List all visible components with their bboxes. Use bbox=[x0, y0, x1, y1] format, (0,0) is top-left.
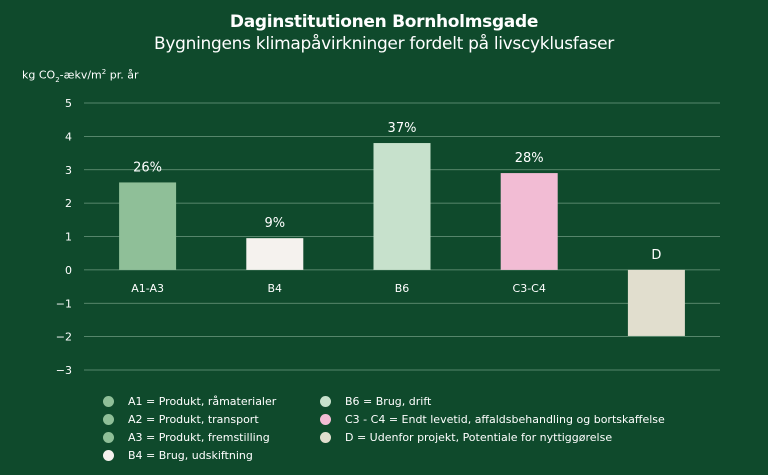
legend-item: D = Udenfor projekt, Potentiale for nytt… bbox=[320, 428, 665, 446]
legend-label: A2 = Produkt, transport bbox=[128, 412, 259, 426]
data-label: 37% bbox=[388, 121, 417, 136]
category-label: A1-A3 bbox=[131, 282, 164, 295]
chart-subtitle: Bygningens klimapåvirkninger fordelt på … bbox=[154, 34, 614, 54]
bars bbox=[119, 143, 685, 336]
y-tick-label: −2 bbox=[56, 331, 72, 344]
y-tick-label: −1 bbox=[56, 297, 72, 310]
y-tick-label: 4 bbox=[65, 130, 72, 143]
legend-label: A3 = Produkt, fremstilling bbox=[128, 430, 270, 444]
y-axis-label: kg CO2-ækv/m2 pr. år bbox=[22, 68, 139, 84]
legend-swatch bbox=[103, 395, 114, 407]
legend-swatch bbox=[320, 431, 331, 443]
bar-b6 bbox=[373, 143, 431, 270]
y-tick-label: 1 bbox=[65, 231, 72, 244]
legend-swatch bbox=[103, 449, 114, 461]
legend-swatch bbox=[103, 413, 114, 425]
legend-right: B6 = Brug, drift C3 - C4 = Endt levetid, … bbox=[320, 392, 665, 446]
category-label: B4 bbox=[268, 282, 283, 295]
category-label: B6 bbox=[395, 282, 410, 295]
legend-label: C3 - C4 = Endt levetid, affaldsbehandlin… bbox=[345, 412, 665, 426]
legend-item: C3 - C4 = Endt levetid, affaldsbehandlin… bbox=[320, 410, 665, 428]
data-label: 9% bbox=[264, 216, 285, 231]
legend-swatch bbox=[320, 395, 331, 407]
legend-item: B4 = Brug, udskiftning bbox=[103, 446, 276, 464]
legend-label: B6 = Brug, drift bbox=[345, 394, 432, 408]
y-tick-label: −3 bbox=[56, 364, 72, 377]
bar-b4 bbox=[246, 238, 304, 270]
bar-d bbox=[627, 269, 685, 336]
y-tick-label: 3 bbox=[65, 164, 72, 177]
legend-item: A3 = Produkt, fremstilling bbox=[103, 428, 276, 446]
bar-a1-a3 bbox=[119, 182, 177, 270]
legend-label: B4 = Brug, udskiftning bbox=[128, 448, 253, 462]
y-tick-labels: 5 4 3 2 1 0 −1 −2 −3 bbox=[56, 97, 72, 377]
bar-c3-c4 bbox=[500, 173, 558, 270]
chart-title: Daginstitutionen Bornholmsgade bbox=[229, 12, 539, 32]
category-labels: A1-A3 B4 B6 C3-C4 bbox=[131, 282, 546, 295]
legend-swatch bbox=[320, 413, 331, 425]
legend-item: A1 = Produkt, råmaterialer bbox=[103, 392, 276, 410]
data-label: 28% bbox=[515, 151, 544, 166]
legend-label: D = Udenfor projekt, Potentiale for nytt… bbox=[345, 430, 613, 444]
legend-swatch bbox=[103, 431, 114, 443]
legend-label: A1 = Produkt, råmaterialer bbox=[128, 394, 277, 408]
legend-item: A2 = Produkt, transport bbox=[103, 410, 276, 428]
data-label: D bbox=[651, 248, 661, 263]
category-label: C3-C4 bbox=[513, 282, 546, 295]
y-tick-label: 0 bbox=[65, 264, 72, 277]
y-tick-label: 2 bbox=[65, 197, 72, 210]
legend-left: A1 = Produkt, råmaterialer A2 = Produkt, … bbox=[103, 392, 276, 464]
y-tick-label: 5 bbox=[65, 97, 72, 110]
data-labels: 26% 9% 37% 28% D bbox=[133, 121, 661, 263]
data-label: 26% bbox=[133, 160, 162, 175]
legend-item: B6 = Brug, drift bbox=[320, 392, 665, 410]
